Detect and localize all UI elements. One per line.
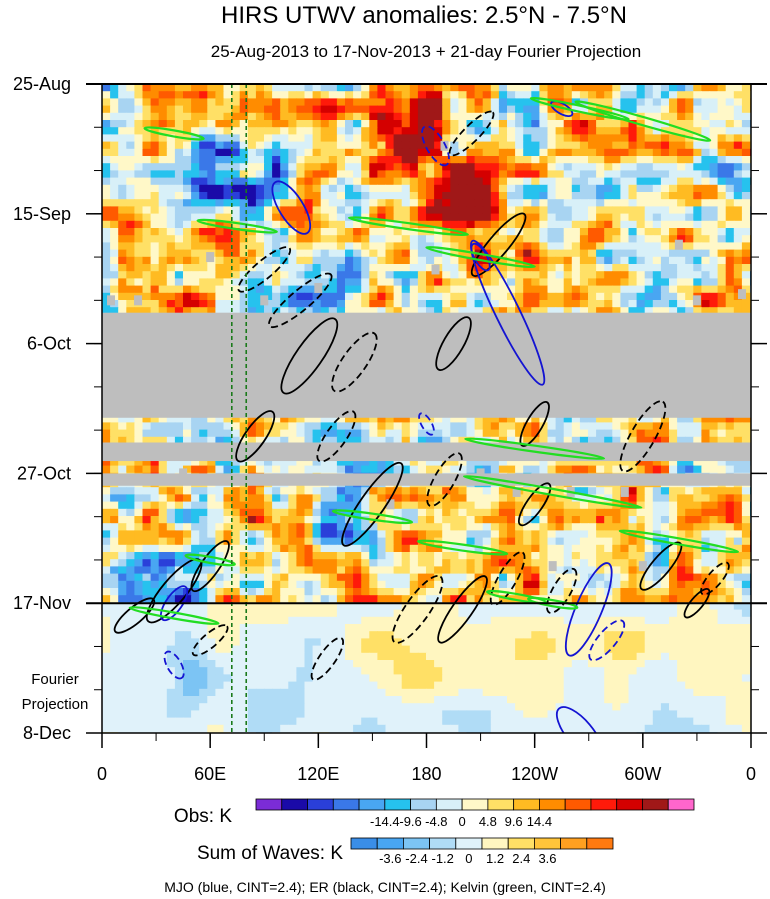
colorbar-swatch xyxy=(667,798,695,811)
colorbar-swatch xyxy=(507,837,535,850)
colorbar-tick-label: 14.4 xyxy=(527,814,552,829)
colorbar-tick-label: -2.4 xyxy=(405,851,427,866)
x-tick-label: 60W xyxy=(624,764,661,784)
obs-colorbar-label: Obs: K xyxy=(174,806,232,827)
colorbar-swatch xyxy=(513,798,540,811)
missing-data-bands xyxy=(102,140,751,572)
colorbar-swatch xyxy=(402,837,430,850)
waves-colorbar: -3.6 -2.4 -1.2 0 1.2 2.4 3.6 xyxy=(350,837,614,866)
colorbar-swatch xyxy=(642,798,669,811)
colorbar-swatch xyxy=(410,798,437,811)
x-axis: 0 60E 120E 180 120W 60W 0 xyxy=(97,733,756,784)
y-axis: 25-Aug 15-Sep 6-Oct 27-Oct 17-Nov 8-Dec xyxy=(13,74,767,743)
colorbar-swatch xyxy=(255,798,283,811)
colorbar-swatch xyxy=(564,798,592,811)
x-tick-label: 180 xyxy=(411,764,441,784)
colorbar-tick-label: -4.8 xyxy=(425,814,447,829)
colorbar-swatch xyxy=(560,837,588,850)
obs-colorbar: -14.4 -9.6 -4.8 0 4.8 9.6 14.4 xyxy=(255,798,695,829)
reference-lines xyxy=(231,84,248,733)
colorbar-swatch xyxy=(281,798,308,811)
colorbar-tick-label: -14.4 xyxy=(370,814,400,829)
x-tick-label: 120W xyxy=(511,764,558,784)
colorbar-swatch xyxy=(539,798,566,811)
colorbar-swatch xyxy=(487,798,515,811)
missing-band-1 xyxy=(102,442,751,462)
chart-title: HIRS UTWV anomalies: 2.5°N - 7.5°N xyxy=(221,2,627,29)
y-tick-label: 15-Sep xyxy=(13,204,71,224)
colorbar-tick-label: 0 xyxy=(465,851,472,866)
colorbar-tick-label: 2.4 xyxy=(512,851,530,866)
chart-subtitle: 25-Aug-2013 to 17-Nov-2013 + 21-day Four… xyxy=(211,42,641,61)
missing-band-0 xyxy=(102,312,751,418)
waves-colorbar-label: Sum of Waves: K xyxy=(197,843,343,864)
colorbar-tick-label: 1.2 xyxy=(486,851,504,866)
colorbar-tick-label: 3.6 xyxy=(538,851,556,866)
colorbar-swatch xyxy=(350,837,378,850)
colorbar-swatch xyxy=(384,798,411,811)
colorbar-swatch xyxy=(307,798,334,811)
colorbar-swatch xyxy=(435,798,463,811)
colorbar-tick-label: 9.6 xyxy=(505,814,523,829)
colorbar-swatch xyxy=(586,837,614,850)
colorbar-tick-label: -3.6 xyxy=(379,851,401,866)
wave-contours xyxy=(113,96,740,733)
x-tick-label: 60E xyxy=(194,764,226,784)
colorbar-swatch xyxy=(590,798,618,811)
y-tick-label: 17-Nov xyxy=(13,593,71,613)
x-tick-label: 0 xyxy=(746,764,756,784)
colorbar-tick-label: 4.8 xyxy=(479,814,497,829)
chart-footer: MJO (blue, CINT=2.4); ER (black, CINT=2.… xyxy=(164,879,606,895)
colorbar-swatch xyxy=(429,837,457,850)
y-tick-label: 27-Oct xyxy=(17,463,71,483)
missing-band-2 xyxy=(102,473,751,486)
x-tick-label: 0 xyxy=(97,764,107,784)
colorbar-swatch xyxy=(481,837,509,850)
colorbar-swatch xyxy=(616,798,643,811)
plot-area xyxy=(102,84,751,733)
colorbar-swatch xyxy=(376,837,404,850)
colorbar-swatch xyxy=(534,837,562,850)
colorbar-tick-label: -9.6 xyxy=(399,814,421,829)
y-tick-label: 6-Oct xyxy=(27,334,71,354)
projection-label-line1: Fourier xyxy=(31,671,79,688)
colorbar-swatch xyxy=(455,837,483,850)
projection-label-line2: Projection xyxy=(22,696,89,713)
colorbar-swatch xyxy=(461,798,489,811)
y-tick-label: 8-Dec xyxy=(23,723,71,743)
y-tick-label: 25-Aug xyxy=(13,74,71,94)
colorbar-tick-label: 0 xyxy=(459,814,466,829)
x-tick-label: 120E xyxy=(297,764,339,784)
colorbar-swatch xyxy=(358,798,386,811)
colorbar-swatch xyxy=(332,798,360,811)
colorbar-tick-label: -1.2 xyxy=(431,851,453,866)
